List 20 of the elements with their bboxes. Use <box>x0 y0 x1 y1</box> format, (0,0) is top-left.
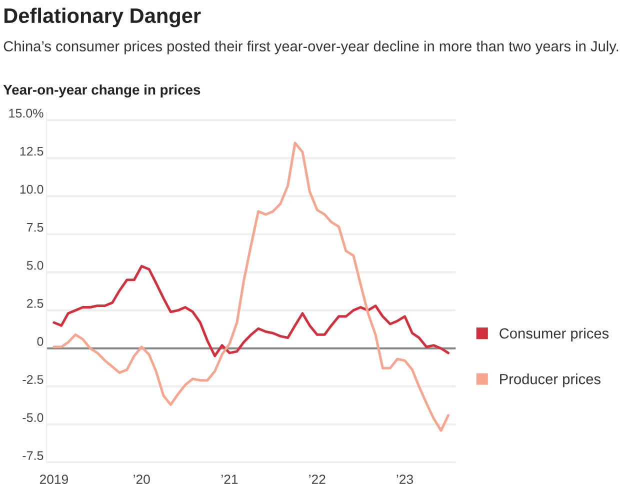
x-tick-label: ’21 <box>222 474 238 484</box>
y-tick-label: 15.0% <box>9 108 44 118</box>
y-tick-label: 0 <box>37 337 44 346</box>
y-tick-label: -7.5 <box>22 451 44 460</box>
chart-subtitle: China’s consumer prices posted their first year-over-year decline in more than two years in July. <box>4 40 618 54</box>
y-axis-title: Year-on-year change in prices <box>3 84 200 98</box>
y-tick-label: -2.5 <box>22 375 44 384</box>
y-tick-label: 7.5 <box>26 223 44 232</box>
legend-label: Producer prices <box>500 374 600 388</box>
x-tick-label: ’20 <box>134 474 150 484</box>
y-tick-label: 2.5 <box>26 299 44 308</box>
x-tick-label: ’23 <box>396 474 414 484</box>
x-tick-label: ’22 <box>309 474 326 484</box>
legend-label: Consumer prices <box>500 328 609 342</box>
chart-title: Deflationary Danger <box>4 8 201 28</box>
y-tick-label: -5.0 <box>22 413 44 422</box>
x-tick-label: 2019 <box>40 474 68 484</box>
y-tick-label: 5.0 <box>26 260 44 270</box>
y-tick-label: 10.0 <box>20 184 44 194</box>
y-tick-label: 12.5 <box>20 146 44 156</box>
